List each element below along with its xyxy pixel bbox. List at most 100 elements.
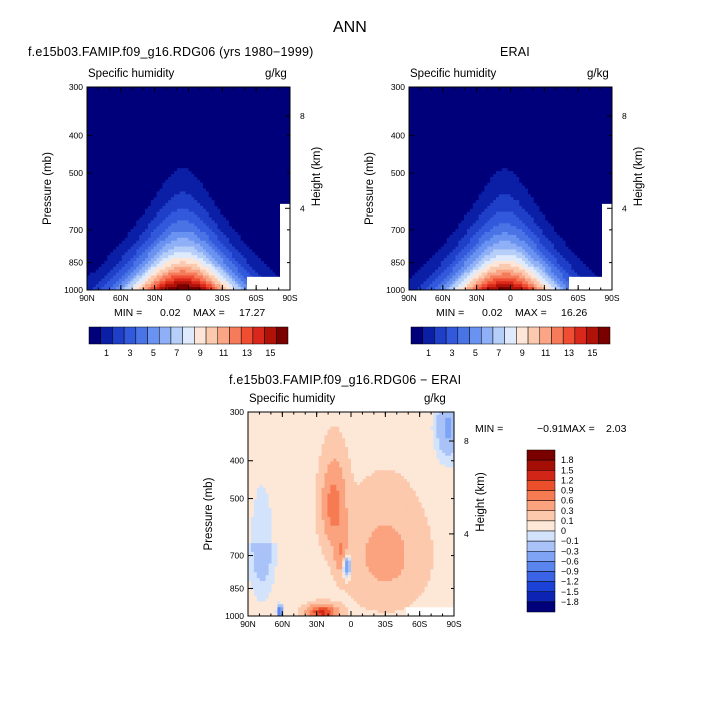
contour-cell bbox=[252, 252, 256, 256]
contour-cell bbox=[174, 188, 178, 192]
contour-cell bbox=[249, 142, 253, 146]
contour-cell bbox=[107, 243, 111, 247]
contour-cell bbox=[287, 130, 291, 134]
contour-cell bbox=[150, 217, 155, 221]
contour-cell bbox=[127, 95, 131, 99]
contour-cell bbox=[258, 263, 262, 268]
contour-cell bbox=[258, 214, 262, 218]
contour-cell bbox=[87, 156, 91, 160]
contour-cell bbox=[269, 226, 273, 230]
contour-cell bbox=[252, 200, 256, 204]
contour-cell bbox=[179, 118, 184, 123]
y-tick-label: 400 bbox=[69, 131, 83, 141]
contour-cell bbox=[188, 261, 192, 265]
contour-cell bbox=[275, 101, 279, 105]
contour-cell bbox=[275, 197, 279, 201]
contour-cell bbox=[133, 191, 137, 195]
contour-cell bbox=[263, 176, 268, 181]
contour-cell bbox=[258, 205, 262, 210]
contour-cell bbox=[130, 255, 134, 259]
contour-cell bbox=[188, 240, 192, 244]
contour-cell bbox=[89, 281, 94, 285]
contour-cell bbox=[272, 116, 276, 120]
contour-cell bbox=[127, 121, 131, 126]
contour-cell bbox=[150, 87, 155, 91]
contour-cell bbox=[200, 240, 204, 244]
contour-cell bbox=[176, 203, 181, 207]
contour-cell bbox=[124, 237, 128, 242]
contour-cell bbox=[156, 98, 160, 102]
contour-cell bbox=[200, 185, 204, 189]
contour-cell bbox=[162, 232, 166, 236]
contour-cell bbox=[266, 243, 271, 247]
contour-cell bbox=[197, 150, 201, 155]
contour-cell bbox=[237, 156, 242, 160]
contour-cell bbox=[162, 205, 166, 210]
panel1-min-label: MIN = bbox=[114, 307, 143, 319]
contour-cell bbox=[121, 214, 126, 218]
contour-cell bbox=[214, 121, 218, 126]
contour-cell bbox=[165, 281, 169, 285]
contour-cell bbox=[188, 191, 192, 195]
contour-cell bbox=[150, 214, 155, 218]
contour-cell bbox=[211, 98, 215, 102]
contour-cell bbox=[153, 272, 157, 276]
contour-cell bbox=[275, 150, 279, 155]
contour-cell bbox=[200, 287, 204, 291]
contour-cell bbox=[223, 136, 227, 140]
contour-cell bbox=[142, 194, 146, 198]
contour-cell bbox=[232, 95, 236, 99]
contour-cell bbox=[92, 165, 97, 169]
contour-cell bbox=[284, 179, 288, 184]
contour-cell bbox=[287, 139, 291, 143]
contour-cell bbox=[234, 101, 239, 105]
contour-cell bbox=[249, 266, 253, 271]
contour-cell bbox=[261, 89, 265, 94]
panel3-subtitle-right: g/kg bbox=[424, 393, 446, 405]
contour-cell bbox=[194, 205, 198, 210]
contour-cell bbox=[168, 272, 172, 276]
contour-cell bbox=[205, 165, 210, 169]
contour-cell bbox=[240, 232, 244, 236]
contour-cell bbox=[118, 156, 123, 160]
contour-cell bbox=[168, 107, 172, 111]
contour-cell bbox=[162, 130, 166, 134]
contour-cell bbox=[130, 171, 134, 175]
contour-cell bbox=[182, 116, 186, 120]
contour-cell bbox=[153, 92, 157, 97]
contour-cell bbox=[116, 95, 120, 99]
contour-cell bbox=[220, 211, 224, 215]
contour-cell bbox=[223, 139, 227, 143]
contour-cell bbox=[87, 127, 91, 131]
x-tick-label: 0 bbox=[186, 293, 191, 303]
contour-cell bbox=[145, 176, 149, 181]
contour-cell bbox=[113, 130, 117, 134]
contour-cell bbox=[287, 110, 291, 114]
contour-cell bbox=[232, 116, 236, 120]
contour-cell bbox=[95, 246, 99, 250]
contour-cell bbox=[287, 107, 291, 111]
contour-cell bbox=[130, 165, 134, 169]
contour-cell bbox=[203, 150, 207, 155]
contour-cell bbox=[89, 284, 94, 288]
contour-cell bbox=[252, 185, 256, 189]
contour-cell bbox=[217, 176, 221, 181]
contour-cell bbox=[191, 243, 195, 247]
contour-cell bbox=[174, 142, 178, 146]
contour-cell bbox=[139, 258, 143, 262]
contour-cell bbox=[208, 252, 213, 256]
contour-cell bbox=[255, 179, 259, 184]
contour-cell bbox=[168, 153, 172, 157]
contour-cell bbox=[130, 263, 134, 268]
contour-cell bbox=[272, 261, 276, 265]
contour-cell bbox=[162, 136, 166, 140]
contour-cell bbox=[136, 130, 140, 134]
contour-cell bbox=[87, 188, 91, 192]
contour-cell bbox=[232, 217, 236, 221]
contour-cell bbox=[127, 101, 131, 105]
contour-cell bbox=[287, 191, 291, 195]
contour-cell bbox=[272, 162, 276, 166]
contour-cell bbox=[249, 147, 253, 152]
contour-cell bbox=[133, 266, 137, 271]
contour-cell bbox=[118, 174, 123, 178]
